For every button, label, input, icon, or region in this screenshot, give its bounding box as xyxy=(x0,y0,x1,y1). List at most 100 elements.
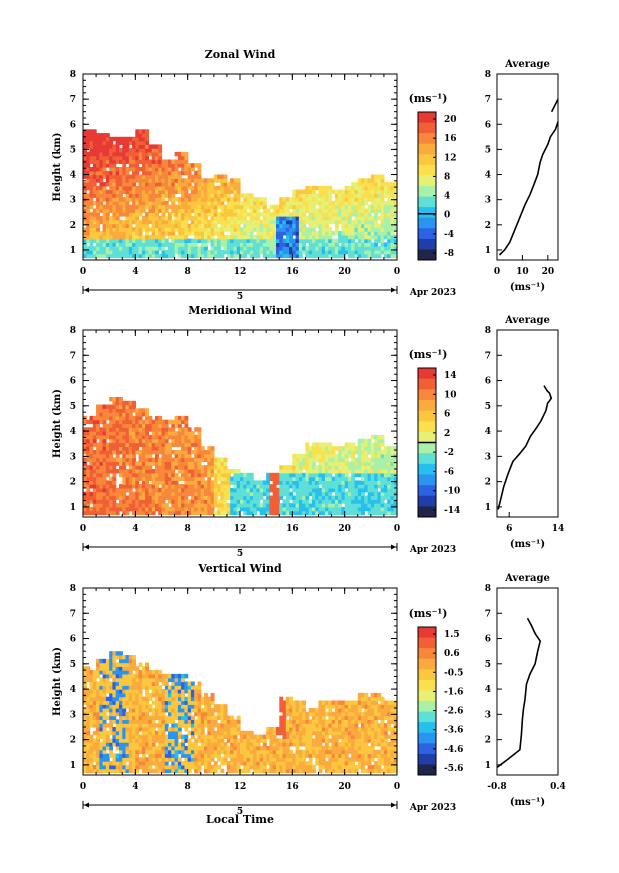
heatmap-cell xyxy=(220,212,225,217)
heatmap-cell xyxy=(298,249,303,255)
heatmap-cell xyxy=(105,204,110,210)
heatmap-cell xyxy=(357,457,362,462)
heatmap-cell xyxy=(213,216,218,221)
heatmap-cell xyxy=(184,212,189,217)
heatmap-cell xyxy=(128,764,133,770)
heatmap-cell xyxy=(122,246,127,251)
heatmap-cell xyxy=(112,223,117,228)
heatmap-cell xyxy=(83,427,87,432)
heatmap-cell xyxy=(295,216,300,221)
colorbar-segment xyxy=(418,196,436,208)
heatmap-cell xyxy=(259,219,264,225)
heatmap-cell xyxy=(164,182,169,187)
heatmap-cell xyxy=(383,472,388,478)
heatmap-cell xyxy=(246,499,251,504)
heatmap-cell xyxy=(141,136,146,142)
heatmap-cell xyxy=(190,174,195,179)
heatmap-cell xyxy=(83,685,87,690)
heatmap-cell xyxy=(109,185,114,191)
heatmap-cell xyxy=(197,427,202,432)
heatmap-cell xyxy=(390,249,395,255)
heatmap-cell xyxy=(390,506,395,512)
heatmap-cell xyxy=(141,685,146,690)
heatmap-cell xyxy=(112,662,117,667)
heatmap-cell xyxy=(105,700,110,705)
heatmap-cell xyxy=(374,442,378,447)
heatmap-cell xyxy=(344,499,349,504)
heatmap-cell xyxy=(262,231,267,236)
heatmap-cell xyxy=(197,434,202,440)
heatmap-cell xyxy=(361,491,365,497)
heatmap-cell xyxy=(132,216,136,221)
heatmap-cell xyxy=(210,465,215,470)
heatmap-cell xyxy=(220,238,225,243)
heatmap-cell xyxy=(312,453,316,459)
heatmap-cell xyxy=(96,216,100,221)
heatmap-cell xyxy=(168,212,172,217)
heatmap-cell xyxy=(125,231,130,236)
heatmap-cell xyxy=(305,234,310,240)
heatmap-cell xyxy=(259,503,264,508)
heatmap-cell xyxy=(148,461,153,466)
heatmap-cell xyxy=(233,469,238,474)
heatmap-cell xyxy=(122,178,127,183)
average-x-label: (ms⁻¹) xyxy=(510,539,545,550)
heatmap-cell xyxy=(83,738,87,743)
heatmap-cell xyxy=(194,219,199,225)
heatmap-cell xyxy=(92,182,97,187)
heatmap-cell xyxy=(122,708,127,713)
heatmap-cell xyxy=(105,715,110,720)
heatmap-cell xyxy=(135,204,140,210)
heatmap-cell xyxy=(207,503,212,508)
heatmap-cell xyxy=(86,151,91,157)
heatmap-cell xyxy=(83,249,87,255)
heatmap-cell xyxy=(364,503,369,508)
heatmap-cell xyxy=(135,412,140,417)
heatmap-cell xyxy=(390,487,395,493)
heatmap-cell xyxy=(122,159,127,164)
heatmap-cell xyxy=(210,231,215,236)
heatmap-cell xyxy=(256,495,261,500)
heatmap-cell xyxy=(109,423,114,428)
heatmap-cell xyxy=(197,469,202,474)
heatmap-cell xyxy=(122,415,127,421)
heatmap-cell xyxy=(190,487,195,493)
heatmap-cell xyxy=(125,404,130,409)
heatmap-cell xyxy=(217,506,221,512)
heatmap-cell xyxy=(155,491,159,497)
heatmap-cell xyxy=(122,484,127,489)
heatmap-cell xyxy=(338,231,342,236)
heatmap-cell xyxy=(112,472,117,478)
heatmap-cell xyxy=(207,208,212,213)
heatmap-cell xyxy=(128,469,133,474)
heatmap-cell xyxy=(161,431,166,436)
heatmap-cell xyxy=(148,450,153,455)
heatmap-cell xyxy=(151,761,156,766)
heatmap-cell xyxy=(390,484,395,489)
heatmap-cell xyxy=(122,761,127,766)
heatmap-cell xyxy=(132,415,136,421)
heatmap-cell xyxy=(89,510,94,516)
heatmap-cell xyxy=(338,499,342,504)
heatmap-cell xyxy=(164,495,169,500)
heatmap-cell xyxy=(331,246,336,251)
heatmap-cell xyxy=(105,246,110,251)
heatmap-cell xyxy=(354,234,359,240)
heatmap-cell xyxy=(99,761,104,766)
heatmap-cell xyxy=(302,461,306,466)
heatmap-cell xyxy=(96,503,100,508)
heatmap-cell xyxy=(168,216,172,221)
heatmap-cell xyxy=(128,503,133,508)
heatmap-cell xyxy=(220,249,225,255)
heatmap-cell xyxy=(292,510,297,516)
heatmap-cell xyxy=(325,204,329,210)
heatmap-cell xyxy=(243,246,248,251)
heatmap-cell xyxy=(174,227,179,232)
heatmap-cell xyxy=(92,677,97,683)
heatmap-cell xyxy=(190,185,195,191)
heatmap-cell xyxy=(387,200,392,206)
heatmap-cell xyxy=(138,200,143,206)
heatmap-cell xyxy=(298,197,303,202)
heatmap-cell xyxy=(269,510,274,516)
heatmap-cell xyxy=(128,140,133,145)
